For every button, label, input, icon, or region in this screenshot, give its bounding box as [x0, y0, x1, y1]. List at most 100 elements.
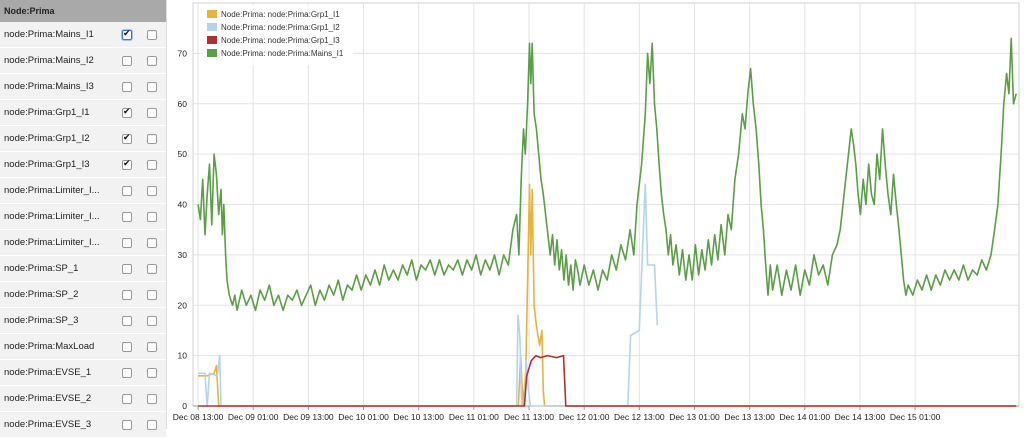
x-tick-label: Dec 09 01:00 — [228, 412, 279, 422]
show-series-checkbox[interactable] — [122, 290, 132, 300]
y-tick-label: 20 — [178, 300, 188, 310]
series-label: node:Prima:EVSE_3 — [4, 419, 92, 430]
x-tick-label: Dec 14 01:00 — [780, 412, 831, 422]
series-line — [198, 183, 1017, 407]
series-label: node:Prima:Mains_I2 — [4, 55, 94, 66]
legend-label: Node:Prima: node:Prima:Grp1_I2 — [221, 23, 340, 32]
series-label: node:Prima:Limiter_I... — [4, 211, 100, 222]
x-tick-label: Dec 10 01:00 — [338, 412, 389, 422]
secondary-axis-checkbox[interactable] — [147, 264, 157, 274]
series-sidebar: Node:Prima node:Prima:Mains_I1node:Prima… — [0, 0, 167, 438]
secondary-axis-checkbox[interactable] — [147, 186, 157, 196]
secondary-axis-checkbox[interactable] — [147, 82, 157, 92]
y-tick-label: 40 — [178, 200, 188, 210]
secondary-axis-checkbox[interactable] — [147, 368, 157, 378]
y-tick-label: 10 — [178, 351, 188, 361]
secondary-axis-checkbox[interactable] — [147, 238, 157, 248]
series-row[interactable]: node:Prima:SP_3 — [0, 308, 166, 334]
secondary-axis-checkbox[interactable] — [147, 394, 157, 404]
legend-swatch — [207, 10, 217, 18]
series-label: node:Prima:EVSE_1 — [4, 367, 92, 378]
x-tick-label: Dec 14 13:00 — [835, 412, 886, 422]
series-label: node:Prima:Grp1_I2 — [4, 133, 90, 144]
x-tick-label: Dec 11 01:00 — [449, 412, 499, 422]
show-series-checkbox[interactable] — [122, 342, 132, 352]
legend-swatch — [207, 49, 217, 57]
show-series-checkbox[interactable] — [122, 126, 132, 151]
series-row[interactable]: node:Prima:Mains_I1 — [0, 22, 166, 48]
secondary-axis-checkbox[interactable] — [147, 30, 157, 40]
show-series-checkbox[interactable] — [122, 152, 132, 177]
secondary-axis-checkbox[interactable] — [147, 212, 157, 222]
x-tick-label: Dec 13 13:00 — [724, 412, 775, 422]
x-tick-label: Dec 09 13:00 — [283, 412, 334, 422]
x-tick-label: Dec 11 13:00 — [504, 412, 554, 422]
x-tick-label: Dec 13 01:00 — [669, 412, 720, 422]
series-row[interactable]: node:Prima:Limiter_I... — [0, 204, 166, 230]
show-series-checkbox[interactable] — [122, 22, 132, 47]
secondary-axis-checkbox[interactable] — [147, 56, 157, 66]
series-row[interactable]: node:Prima:Mains_I3 — [0, 74, 166, 100]
secondary-axis-checkbox[interactable] — [147, 342, 157, 352]
legend-swatch — [207, 23, 217, 31]
show-series-checkbox[interactable] — [122, 264, 132, 274]
series-row[interactable]: node:Prima:Grp1_I2 — [0, 126, 166, 152]
y-tick-label: 50 — [178, 149, 188, 159]
series-label: node:Prima:Mains_I1 — [4, 29, 94, 40]
y-tick-label: 70 — [178, 48, 188, 58]
show-series-checkbox[interactable] — [122, 186, 132, 196]
series-label: node:Prima:SP_3 — [4, 315, 79, 326]
legend-label: Node:Prima: node:Prima:Mains_I1 — [221, 49, 344, 58]
secondary-axis-checkbox[interactable] — [147, 160, 157, 170]
y-tick-label: 60 — [178, 99, 188, 109]
series-label: node:Prima:Grp1_I1 — [4, 107, 90, 118]
series-row[interactable]: node:Prima:Limiter_I... — [0, 178, 166, 204]
y-tick-label: 30 — [178, 250, 188, 260]
series-row[interactable]: node:Prima:MaxLoad — [0, 334, 166, 360]
show-series-checkbox[interactable] — [122, 368, 132, 378]
series-row[interactable]: node:Prima:EVSE_1 — [0, 360, 166, 386]
x-tick-label: Dec 12 01:00 — [559, 412, 610, 422]
legend-label: Node:Prima: node:Prima:Grp1_I1 — [221, 10, 340, 19]
series-list: node:Prima:Mains_I1 node:Prima:Mains_I2no… — [0, 22, 166, 438]
y-tick-label: 0 — [182, 401, 187, 411]
show-series-checkbox[interactable] — [122, 100, 132, 125]
show-series-checkbox[interactable] — [122, 56, 132, 66]
series-row[interactable]: node:Prima:Grp1_I3 — [0, 152, 166, 178]
show-series-checkbox[interactable] — [122, 82, 132, 92]
series-label: node:Prima:Limiter_I... — [4, 185, 100, 196]
series-row[interactable]: node:Prima:Limiter_I... — [0, 230, 166, 256]
show-series-checkbox[interactable] — [122, 316, 132, 326]
sidebar-header: Node:Prima — [0, 0, 166, 22]
secondary-axis-checkbox[interactable] — [147, 290, 157, 300]
x-tick-label: Dec 15 01:00 — [890, 412, 941, 422]
line-chart: 0 10 20 30 40 50 60 70 Dec 08 13:00 Dec 09 01:00 D… — [173, 2, 1020, 422]
x-tick-label: Dec 12 13:00 — [614, 412, 665, 422]
series-line — [197, 37, 1017, 312]
show-series-checkbox[interactable] — [122, 394, 132, 404]
series-line — [198, 354, 1017, 407]
series-label: node:Prima:SP_2 — [4, 289, 79, 300]
series-row[interactable]: node:Prima:EVSE_2 — [0, 386, 166, 412]
legend-label: Node:Prima: node:Prima:Grp1_I3 — [221, 36, 340, 45]
legend-box — [203, 5, 353, 65]
series-label: node:Prima:MaxLoad — [4, 341, 95, 352]
series-row[interactable]: node:Prima:EVSE_3 — [0, 412, 166, 438]
x-tick-label: Dec 10 13:00 — [393, 412, 444, 422]
show-series-checkbox[interactable] — [122, 238, 132, 248]
series-label: node:Prima:Limiter_I... — [4, 237, 100, 248]
x-tick-label: Dec 08 13:00 — [173, 412, 224, 422]
show-series-checkbox[interactable] — [122, 212, 132, 222]
secondary-axis-checkbox[interactable] — [147, 134, 157, 144]
series-row[interactable]: node:Prima:SP_2 — [0, 282, 166, 308]
secondary-axis-checkbox[interactable] — [147, 316, 157, 326]
secondary-axis-checkbox[interactable] — [147, 108, 157, 118]
series-label: node:Prima:SP_1 — [4, 263, 79, 274]
series-label: node:Prima:EVSE_2 — [4, 393, 92, 404]
legend-swatch — [207, 36, 217, 44]
series-row[interactable]: node:Prima:Mains_I2 — [0, 48, 166, 74]
series-label: node:Prima:Mains_I3 — [4, 81, 94, 92]
series-row[interactable]: node:Prima:SP_1 — [0, 256, 166, 282]
series-label: node:Prima:Grp1_I3 — [4, 159, 90, 170]
series-row[interactable]: node:Prima:Grp1_I1 — [0, 100, 166, 126]
